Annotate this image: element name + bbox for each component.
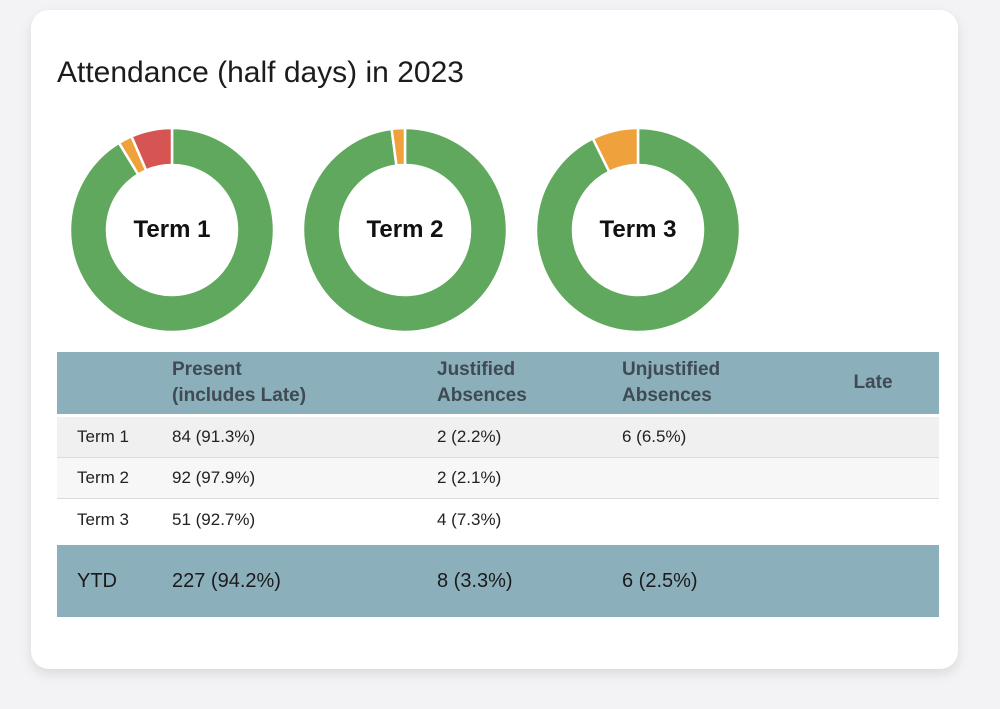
header-unjustified-line2: Absences [622, 385, 712, 406]
header-present-line1: Present [172, 359, 242, 380]
table-row-term-3: Term 3 51 (92.7%) 4 (7.3%) [57, 499, 939, 540]
cell-unjustified: 6 (2.5%) [622, 569, 698, 592]
cell-justified: 8 (3.3%) [437, 569, 513, 592]
donut-label-term-3: Term 3 [599, 216, 677, 243]
header-justified-line1: Justified [437, 359, 516, 380]
donut-chart-term-2: Term 2 [300, 125, 510, 335]
cell-unjustified: 6 (6.5%) [622, 427, 687, 446]
page-title: Attendance (half days) in 2023 [57, 56, 464, 89]
attendance-card: Attendance (half days) in 2023 Term 1 Te… [31, 10, 958, 669]
table-header-row: Present (includes Late) Justified Absenc… [57, 352, 939, 417]
cell-present: 51 (92.7%) [172, 509, 256, 529]
row-label: Term 2 [77, 468, 129, 487]
header-unjustified-line1: Unjustified [622, 359, 721, 380]
header-cell-unjustified: Unjustified Absences [622, 357, 807, 409]
donut-slice-justified-absences [591, 126, 640, 174]
donut-slice-present [534, 126, 742, 334]
donut-svg-term-1 [68, 126, 276, 334]
donut-slice-present [301, 126, 509, 334]
donut-slice-justified-absences [390, 126, 407, 167]
table-row-term-1: Term 1 84 (91.3%) 2 (2.2%) 6 (6.5%) [57, 417, 939, 458]
header-present-line2: (includes Late) [172, 385, 307, 406]
table-row-term-2: Term 2 92 (97.9%) 2 (2.1%) [57, 458, 939, 499]
cell-justified: 2 (2.1%) [437, 468, 502, 487]
cell-justified: 2 (2.2%) [437, 427, 502, 446]
donut-label-term-1: Term 1 [133, 216, 211, 243]
attendance-table: Present (includes Late) Justified Absenc… [57, 352, 939, 617]
row-label: Term 1 [77, 427, 129, 446]
donut-svg-term-2 [301, 126, 509, 334]
donut-slice-unjustified-absences [129, 126, 174, 172]
row-label: YTD [77, 569, 117, 592]
donut-chart-term-3: Term 3 [533, 125, 743, 335]
header-cell-present: Present (includes Late) [172, 357, 437, 409]
cell-present: 227 (94.2%) [172, 569, 281, 592]
donut-chart-term-1: Term 1 [67, 125, 277, 335]
header-cell-late: Late [853, 372, 893, 393]
header-justified-line2: Absences [437, 385, 527, 406]
donut-label-term-2: Term 2 [366, 216, 444, 243]
table-row-ytd: YTD 227 (94.2%) 8 (3.3%) 6 (2.5%) [57, 545, 939, 617]
donut-chart-row: Term 1 Term 2 Term 3 [67, 125, 958, 335]
row-label: Term 3 [77, 509, 129, 529]
cell-justified: 4 (7.3%) [437, 509, 502, 529]
donut-svg-term-3 [534, 126, 742, 334]
cell-present: 92 (97.9%) [172, 468, 256, 487]
header-cell-justified: Justified Absences [437, 357, 622, 409]
cell-present: 84 (91.3%) [172, 427, 256, 446]
donut-slice-present [68, 126, 276, 334]
